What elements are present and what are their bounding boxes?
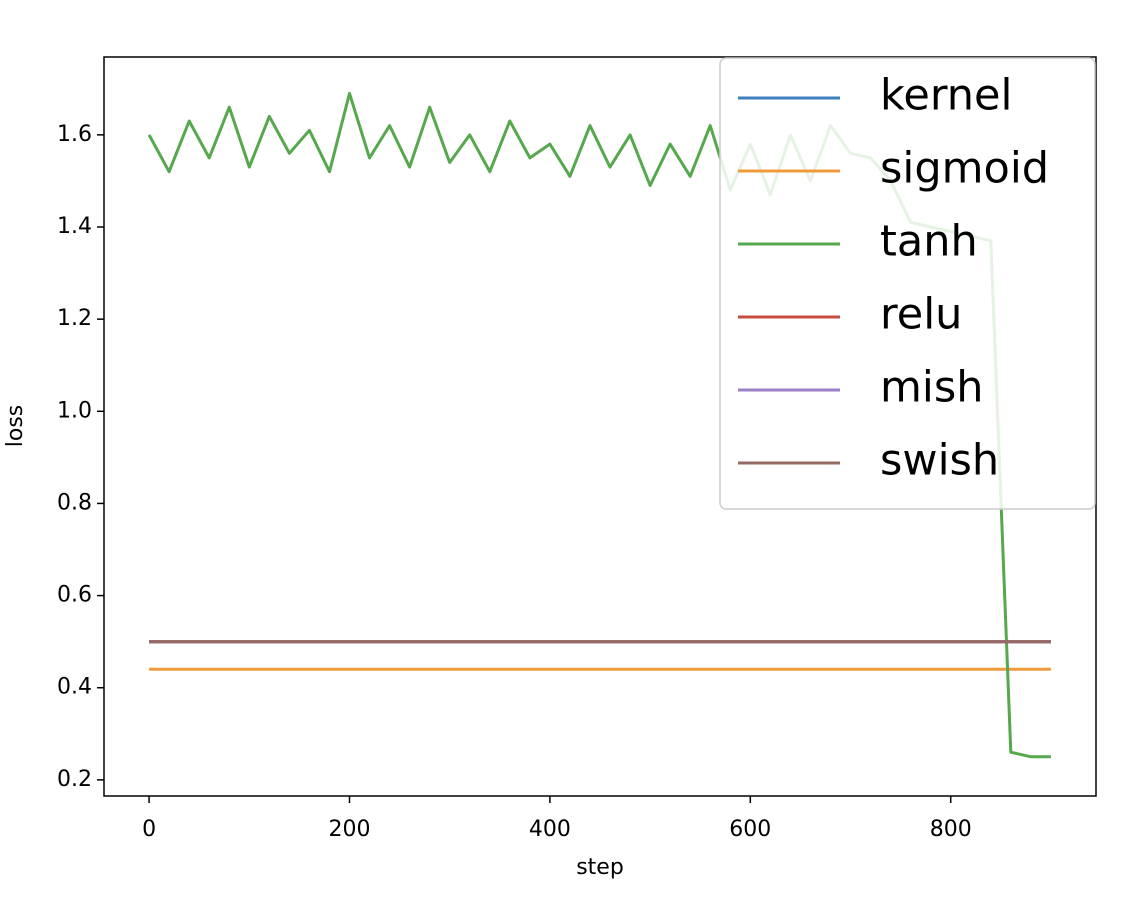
y-tick-label: 1.2 xyxy=(57,306,92,331)
y-tick-label: 1.0 xyxy=(57,398,92,423)
legend-label: sigmoid xyxy=(880,144,1049,194)
legend-label: kernel xyxy=(880,71,1012,121)
x-tick-label: 400 xyxy=(529,817,571,842)
legend-label: mish xyxy=(880,363,984,413)
plot-lines xyxy=(147,91,1051,759)
y-tick-label: 0.8 xyxy=(57,490,92,515)
y-tick-label: 1.6 xyxy=(57,122,92,147)
x-tick-label: 200 xyxy=(328,817,370,842)
plot-frame xyxy=(103,56,1097,797)
x-tick-label: 0 xyxy=(142,817,156,842)
x-tick-label: 600 xyxy=(729,817,771,842)
legend-label: tanh xyxy=(880,217,978,267)
legend-label: relu xyxy=(880,290,962,340)
legend: kernel sigmoid tanh relu mish swish xyxy=(719,57,1096,510)
y-axis-label: loss xyxy=(3,405,28,448)
y-tick-label: 0.2 xyxy=(57,767,92,792)
legend-label: swish xyxy=(880,436,999,486)
y-tick-label: 1.4 xyxy=(57,214,92,239)
y-tick-label: 0.4 xyxy=(57,675,92,700)
x-axis-label: step xyxy=(576,855,624,880)
x-tick-label: 800 xyxy=(930,817,972,842)
y-tick-label: 0.6 xyxy=(57,583,92,608)
